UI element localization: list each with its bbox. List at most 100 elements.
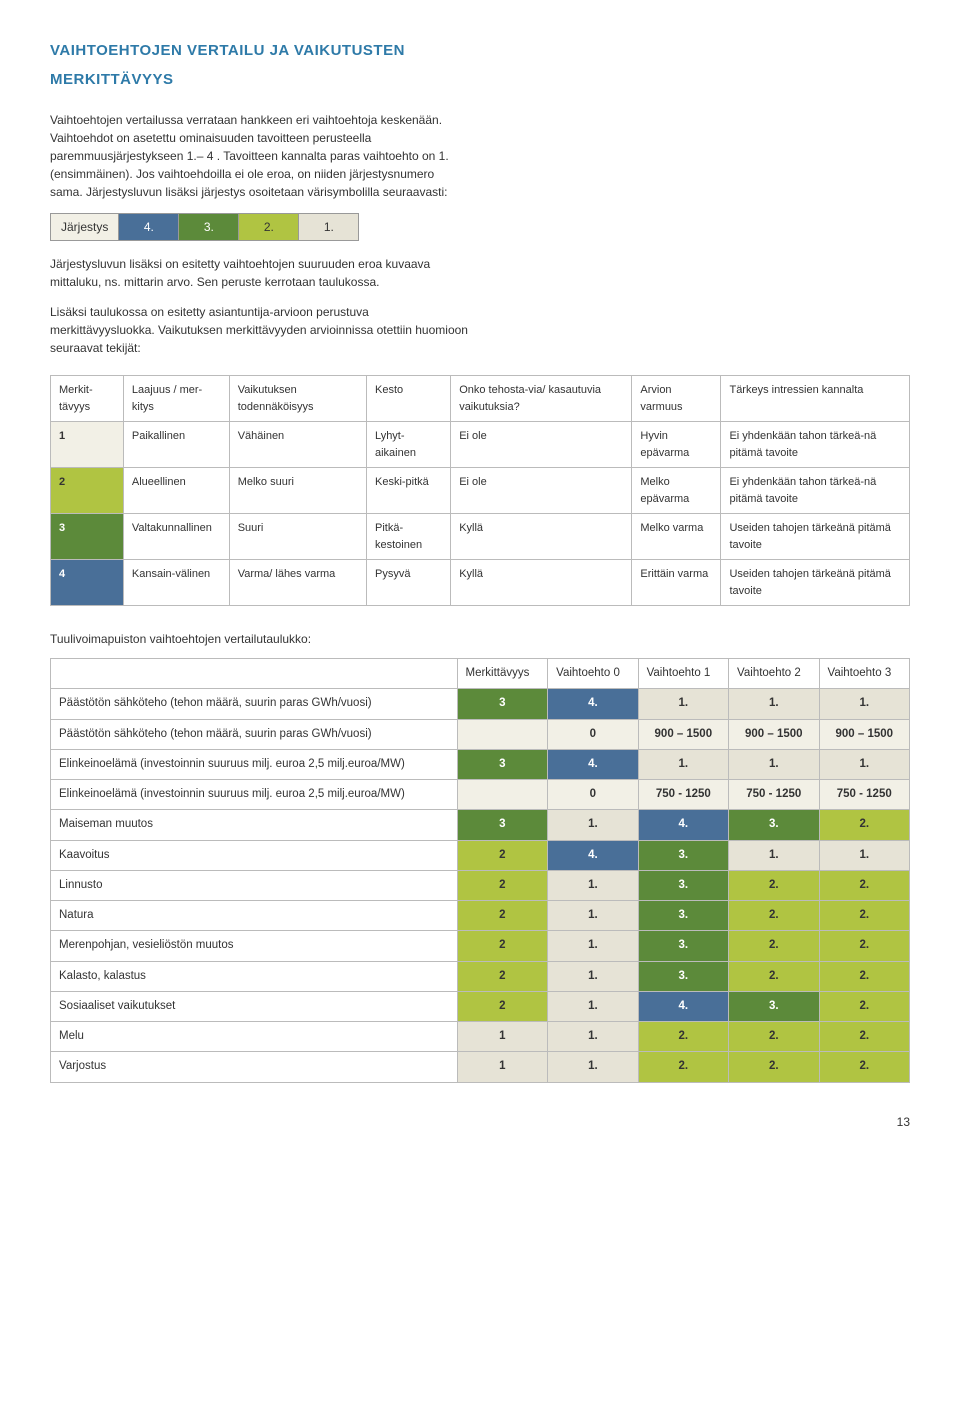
merkit-header: Onko tehosta-via/ kasautuvia vaikutuksia… [451,376,632,422]
jarjestys-cell-1: 1. [299,214,359,241]
vertailu-row: Elinkeinoelämä (investoinnin suuruus mil… [51,780,910,810]
vertailu-row-label: Linnusto [51,870,458,900]
merkit-header: Merkit-tävyys [51,376,124,422]
vertailu-value-cell: 900 – 1500 [819,719,910,749]
vertailu-merkittavyys-cell: 3 [457,810,548,840]
intro-paragraph-3: Lisäksi taulukossa on esitetty asiantunt… [50,303,470,357]
merkit-header: Kesto [366,376,450,422]
vertailu-row: Kaavoitus24.3.1.1. [51,840,910,870]
vertailu-row-label: Sosiaaliset vaikutukset [51,991,458,1021]
after-jarjestys-block: Järjestysluvun lisäksi on esitetty vaiht… [50,255,910,357]
intro-paragraph-1: Vaihtoehtojen vertailussa verrataan hank… [50,111,470,201]
vertailu-header: Merkittävyys [457,659,548,689]
vertailu-merkittavyys-cell [457,780,548,810]
vertailu-value-cell: 750 - 1250 [729,780,819,810]
vertailu-value-cell: 2. [638,1052,728,1082]
vertailu-table: MerkittävyysVaihtoehto 0Vaihtoehto 1Vaih… [50,658,910,1083]
vertailu-row: Natura21.3.2.2. [51,901,910,931]
vertailu-row: Kalasto, kalastus21.3.2.2. [51,961,910,991]
page-number: 13 [50,1113,910,1131]
merkit-cell: Kyllä [451,514,632,560]
merkit-cell: Useiden tahojen tärkeänä pitämä tavoite [721,514,910,560]
vertailu-value-cell: 3. [638,870,728,900]
merkit-row: 4Kansain-välinenVarma/ lähes varmaPysyvä… [51,560,910,606]
merkit-cell: Kyllä [451,560,632,606]
merkit-cell: Ei yhdenkään tahon tärkeä-nä pitämä tavo… [721,468,910,514]
vertailu-value-cell: 1. [638,749,728,779]
vertailu-merkittavyys-cell: 2 [457,991,548,1021]
vertailu-value-cell: 900 – 1500 [638,719,728,749]
vertailu-merkittavyys-cell: 1 [457,1022,548,1052]
vertailu-row: Maiseman muutos31.4.3.2. [51,810,910,840]
merkit-cell: Melko varma [632,514,721,560]
vertailu-value-cell: 3. [638,961,728,991]
vertailu-value-cell: 3. [638,901,728,931]
vertailu-value-cell: 1. [819,749,910,779]
merkit-cell: Ei ole [451,468,632,514]
intro-block: Vaihtoehtojen vertailussa verrataan hank… [50,111,910,201]
vertailu-row: Varjostus11.2.2.2. [51,1052,910,1082]
vertailu-value-cell: 1. [729,840,819,870]
merkit-cell: Kansain-välinen [123,560,229,606]
vertailu-merkittavyys-cell [457,719,548,749]
merkit-cell: 1 [51,422,124,468]
merkit-row: 3ValtakunnallinenSuuriPitkä-kestoinenKyl… [51,514,910,560]
merkit-cell: 3 [51,514,124,560]
vertailu-merkittavyys-cell: 2 [457,870,548,900]
merkit-cell: Keski-pitkä [366,468,450,514]
vertailu-row: Päästötön sähköteho (tehon määrä, suurin… [51,719,910,749]
merkit-cell: Alueellinen [123,468,229,514]
vertailu-value-cell: 2. [729,870,819,900]
vertailu-merkittavyys-cell: 3 [457,749,548,779]
merkit-cell: Pitkä-kestoinen [366,514,450,560]
vertailu-value-cell: 2. [729,1052,819,1082]
merkit-cell: Melko epävarma [632,468,721,514]
vertailu-value-cell: 2. [819,870,910,900]
vertailu-merkittavyys-cell: 2 [457,901,548,931]
merkit-cell: Pysyvä [366,560,450,606]
merkit-cell: 2 [51,468,124,514]
vertailu-value-cell: 3. [638,931,728,961]
vertailu-row-label: Natura [51,901,458,931]
vertailu-merkittavyys-cell: 1 [457,1052,548,1082]
vertailu-value-cell: 2. [819,961,910,991]
jarjestys-cell-4: 4. [119,214,179,241]
vertailu-merkittavyys-cell: 2 [457,961,548,991]
vertailu-value-cell: 1. [819,689,910,719]
vertailu-value-cell: 2. [819,810,910,840]
jarjestys-label: Järjestys [51,214,119,241]
merkittavyys-table: Merkit-tävyysLaajuus / mer-kitysVaikutuk… [50,375,910,606]
vertailu-value-cell: 1. [729,749,819,779]
vertailu-value-cell: 2. [729,1022,819,1052]
vertailu-value-cell: 2. [819,991,910,1021]
vertailu-row: Linnusto21.3.2.2. [51,870,910,900]
vertailu-value-cell: 1. [729,689,819,719]
merkit-cell: Hyvin epävarma [632,422,721,468]
vertailu-value-cell: 2. [819,1052,910,1082]
vertailu-header: Vaihtoehto 1 [638,659,728,689]
vertailu-value-cell: 2. [819,901,910,931]
vertailu-row: Merenpohjan, vesieliöstön muutos21.3.2.2… [51,931,910,961]
merkit-cell: Suuri [229,514,366,560]
merkit-row: 1PaikallinenVähäinenLyhyt-aikainenEi ole… [51,422,910,468]
jarjestys-cell-3: 3. [179,214,239,241]
vertailu-value-cell: 750 - 1250 [819,780,910,810]
vertailu-row-label: Merenpohjan, vesieliöstön muutos [51,931,458,961]
vertailu-row-label: Varjostus [51,1052,458,1082]
vertailu-row-label: Melu [51,1022,458,1052]
vertailu-value-cell: 4. [548,840,638,870]
merkit-header: Tärkeys intressien kannalta [721,376,910,422]
vertailu-merkittavyys-cell: 2 [457,931,548,961]
vertailu-value-cell: 1. [548,901,638,931]
vertailu-value-cell: 2. [729,961,819,991]
vertailu-value-cell: 1. [638,689,728,719]
vertailu-value-cell: 1. [548,1022,638,1052]
merkit-cell: Vähäinen [229,422,366,468]
vertailu-value-cell: 2. [819,1022,910,1052]
vertailu-row-label: Päästötön sähköteho (tehon määrä, suurin… [51,719,458,749]
merkit-cell: Useiden tahojen tärkeänä pitämä tavoite [721,560,910,606]
vertailu-header [51,659,458,689]
jarjestys-cell-2: 2. [239,214,299,241]
vertailu-value-cell: 1. [548,1052,638,1082]
vertailu-value-cell: 2. [729,901,819,931]
